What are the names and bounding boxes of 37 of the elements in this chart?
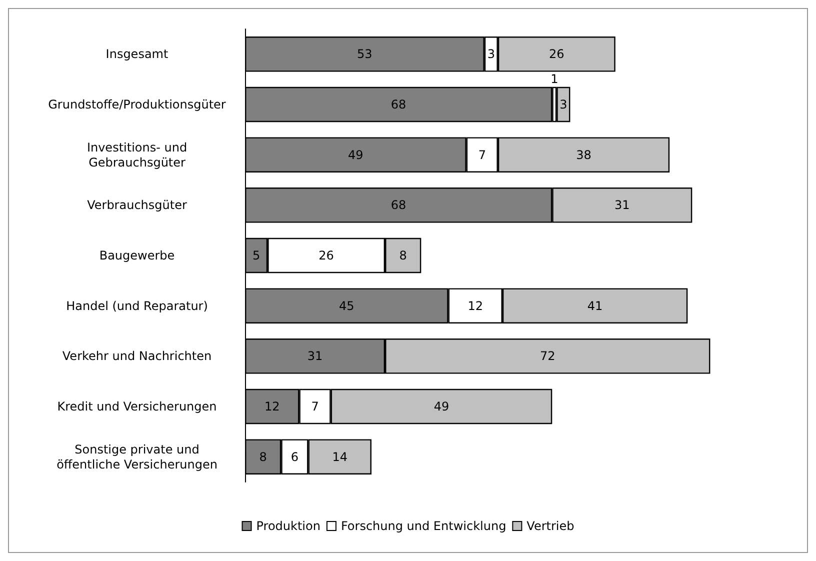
data-label: 7 (311, 400, 319, 414)
data-label: 31 (614, 198, 630, 212)
y-tick-label: Kredit und Versicherungen (57, 400, 217, 414)
data-label: 3 (560, 98, 568, 112)
data-label: 3 (487, 47, 495, 62)
y-tick-label: Investitions- und Gebrauchsgüter (86, 140, 188, 170)
legend-label: Forschung und Entwicklung (340, 519, 506, 533)
data-label: 72 (540, 349, 556, 364)
data-label: 26 (549, 47, 564, 62)
data-label: 41 (587, 298, 603, 313)
y-tick-label: Sonstige private und öffentliche Versicherungen (56, 442, 218, 472)
data-label: 5 (252, 248, 260, 262)
data-label: 14 (332, 450, 348, 464)
legend-label: Produktion (256, 519, 320, 533)
data-label: 31 (307, 349, 323, 364)
data-label: 7 (478, 148, 486, 162)
data-label: 12 (468, 298, 483, 313)
data-label: 6 (290, 450, 299, 464)
data-label: 53 (357, 47, 372, 62)
data-label: 8 (259, 450, 267, 464)
data-label: 45 (338, 298, 354, 313)
y-tick-label: Grundstoffe/Produktionsgüter (48, 98, 226, 112)
data-label: 8 (399, 248, 407, 262)
data-label: 49 (434, 400, 450, 414)
data-label: 49 (348, 148, 364, 162)
data-label: 68 (390, 198, 406, 212)
data-label: 68 (390, 98, 406, 112)
data-label: 1 (550, 72, 558, 86)
data-label: 12 (264, 400, 280, 414)
y-tick-label: Handel (und Reparatur) (66, 298, 208, 313)
y-tick-label: Verbrauchsgüter (87, 198, 187, 212)
data-label: 26 (318, 248, 334, 262)
data-label: 38 (576, 148, 592, 162)
y-tick-label: Verkehr und Nachrichten (62, 349, 212, 364)
y-tick-label: Baugewerbe (99, 248, 175, 262)
legend-label: Vertrieb (526, 519, 574, 533)
y-tick-label: Insgesamt (106, 47, 168, 62)
